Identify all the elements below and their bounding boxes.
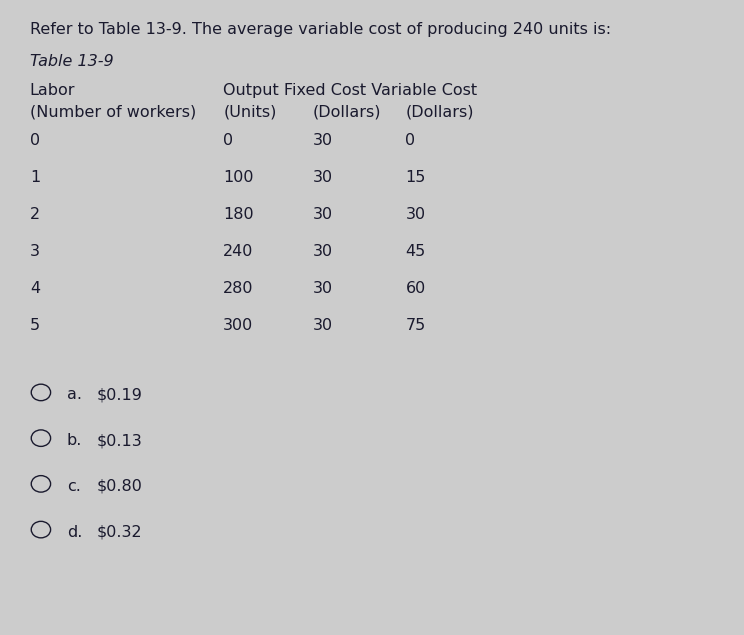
- Text: (Number of workers): (Number of workers): [30, 105, 196, 120]
- Text: 0: 0: [223, 133, 234, 149]
- Text: 30: 30: [312, 244, 333, 259]
- Text: 0: 0: [30, 133, 40, 149]
- Text: 75: 75: [405, 318, 426, 333]
- Text: 180: 180: [223, 207, 254, 222]
- Text: 3: 3: [30, 244, 39, 259]
- Text: (Dollars): (Dollars): [405, 105, 474, 120]
- Text: 30: 30: [312, 133, 333, 149]
- Text: 15: 15: [405, 170, 426, 185]
- Text: c.: c.: [67, 479, 81, 494]
- Text: Refer to Table 13-9. The average variable cost of producing 240 units is:: Refer to Table 13-9. The average variabl…: [30, 22, 611, 37]
- Text: 1: 1: [30, 170, 40, 185]
- Text: b.: b.: [67, 433, 83, 448]
- Text: Table 13-9: Table 13-9: [30, 54, 113, 69]
- Text: d.: d.: [67, 525, 83, 540]
- Text: 280: 280: [223, 281, 254, 296]
- Text: 30: 30: [312, 281, 333, 296]
- Text: $0.19: $0.19: [97, 387, 143, 403]
- Text: a.: a.: [67, 387, 82, 403]
- Text: 30: 30: [312, 170, 333, 185]
- Text: (Dollars): (Dollars): [312, 105, 381, 120]
- Text: 30: 30: [312, 207, 333, 222]
- Text: Output Fixed Cost Variable Cost: Output Fixed Cost Variable Cost: [223, 83, 478, 98]
- Text: 30: 30: [405, 207, 426, 222]
- Text: Labor: Labor: [30, 83, 75, 98]
- Text: 60: 60: [405, 281, 426, 296]
- Text: 300: 300: [223, 318, 254, 333]
- Text: $0.80: $0.80: [97, 479, 143, 494]
- Text: $0.32: $0.32: [97, 525, 142, 540]
- Text: 240: 240: [223, 244, 254, 259]
- Text: 30: 30: [312, 318, 333, 333]
- Text: 2: 2: [30, 207, 40, 222]
- Text: $0.13: $0.13: [97, 433, 142, 448]
- Text: 4: 4: [30, 281, 40, 296]
- Text: 100: 100: [223, 170, 254, 185]
- Text: 0: 0: [405, 133, 416, 149]
- Text: 5: 5: [30, 318, 40, 333]
- Text: (Units): (Units): [223, 105, 277, 120]
- Text: 45: 45: [405, 244, 426, 259]
